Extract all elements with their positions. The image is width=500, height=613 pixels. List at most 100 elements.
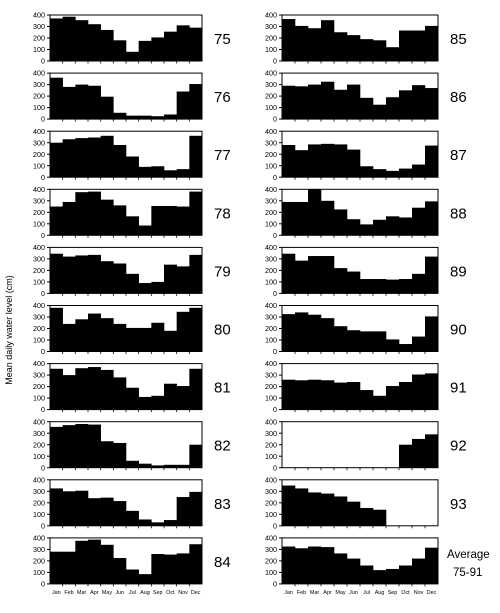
bar-dec — [189, 27, 203, 61]
panel-label: 76 — [214, 89, 231, 106]
panel-83: 0 100 200 300 400 83 — [33, 475, 231, 530]
panel-label: 75 — [214, 31, 231, 48]
x-tick-label: Jan — [284, 590, 293, 596]
y-tick-label: 200 — [33, 557, 45, 566]
y-tick-label: 200 — [265, 92, 277, 101]
y-tick-label: 400 — [33, 11, 45, 20]
bar-apr — [321, 256, 335, 294]
panel-78: 0 100 200 300 400 78 — [33, 185, 231, 240]
panel-label: Average — [447, 549, 490, 561]
bar-aug — [138, 225, 152, 236]
panels-group: 0 100 200 300 400 75 0 100 200 300 400 76 0 100 200 300… — [33, 11, 490, 596]
bar-apr — [88, 254, 101, 294]
bar-aug — [138, 115, 152, 120]
bar-jul — [360, 390, 374, 410]
y-tick-label: 300 — [33, 371, 45, 380]
bar-jul — [126, 216, 139, 236]
bar-jan — [282, 485, 296, 526]
bar-may — [334, 144, 348, 178]
bar-oct — [399, 444, 413, 468]
bar-mar — [308, 28, 322, 62]
bar-aug — [373, 279, 387, 294]
bar-jan — [282, 314, 296, 352]
bar-nov — [412, 207, 426, 236]
y-tick-label: 400 — [33, 475, 45, 484]
y-tick-label: 100 — [265, 103, 277, 112]
y-tick-label: 100 — [33, 336, 45, 345]
bar-dec — [425, 434, 439, 468]
y-tick-label: 0 — [273, 173, 277, 182]
panel-label: 80 — [214, 322, 231, 339]
bar-feb — [62, 86, 76, 120]
bar-oct — [399, 30, 413, 61]
x-tick-label: Oct — [401, 590, 410, 596]
bar-oct — [164, 170, 177, 178]
x-tick-label: Jan — [52, 590, 61, 596]
bar-mar — [308, 379, 322, 410]
bar-jun — [347, 149, 361, 178]
bar-aug — [373, 331, 387, 352]
y-tick-label: 200 — [33, 498, 45, 507]
bar-jan — [50, 18, 63, 61]
y-tick-label: 400 — [265, 69, 277, 78]
bar-jun — [347, 501, 361, 526]
x-tick-label: Sep — [153, 590, 163, 596]
panel-90: 0 100 200 300 400 90 — [265, 301, 467, 356]
x-tick-label: Feb — [64, 590, 73, 596]
bar-sep — [151, 37, 165, 61]
y-tick-label: 300 — [265, 429, 277, 438]
panel-average: 0 100 200 300 400 Average 75-91 Jan Feb Mar Apr May… — [265, 534, 490, 596]
bar-dec — [189, 491, 203, 526]
bar-jan — [50, 307, 63, 352]
bar-feb — [295, 86, 309, 120]
bar-feb — [62, 551, 76, 584]
y-tick-label: 0 — [41, 580, 45, 589]
y-tick-label: 300 — [33, 138, 45, 147]
x-tick-label: Apr — [90, 590, 99, 596]
bar-may — [100, 199, 114, 236]
bar-jan — [282, 145, 296, 178]
bar-dec — [425, 88, 439, 120]
bar-jan — [50, 142, 63, 178]
x-tick-label: Apr — [323, 590, 332, 596]
y-tick-label: 100 — [33, 510, 45, 519]
bar-aug — [373, 40, 387, 61]
bar-mar — [308, 256, 322, 294]
bar-apr — [88, 85, 101, 120]
y-tick-label: 200 — [265, 557, 277, 566]
y-tick-label: 400 — [33, 69, 45, 78]
panel-82: 0 100 200 300 400 82 — [33, 417, 231, 472]
bar-feb — [295, 150, 309, 178]
bar-sep — [151, 395, 165, 410]
y-tick-label: 100 — [33, 45, 45, 54]
y-tick-label: 0 — [273, 521, 277, 530]
bar-dec — [189, 135, 203, 178]
bar-apr — [321, 318, 335, 352]
x-tick-label: May — [335, 590, 345, 596]
bar-apr — [321, 380, 335, 410]
bar-jul — [126, 115, 139, 120]
bar-mar — [75, 20, 89, 61]
bar-apr — [321, 20, 335, 61]
panel-label: 78 — [214, 205, 231, 222]
y-tick-label: 200 — [265, 440, 277, 449]
bar-sep — [386, 47, 400, 61]
y-tick-label: 300 — [265, 545, 277, 554]
bar-mar — [308, 189, 322, 236]
bar-may — [100, 441, 114, 468]
bar-feb — [62, 323, 76, 352]
bar-jan — [50, 368, 63, 410]
bar-jan — [50, 551, 63, 584]
bar-oct — [164, 464, 177, 468]
bar-feb — [62, 491, 76, 526]
bar-nov — [176, 311, 190, 352]
y-tick-label: 100 — [33, 103, 45, 112]
y-tick-label: 0 — [273, 347, 277, 356]
bar-jun — [347, 35, 361, 61]
panel-75: 0 100 200 300 400 75 — [33, 11, 231, 66]
y-tick-label: 0 — [41, 173, 45, 182]
bar-nov — [176, 206, 190, 236]
bar-aug — [138, 327, 152, 352]
y-tick-label: 300 — [33, 313, 45, 322]
